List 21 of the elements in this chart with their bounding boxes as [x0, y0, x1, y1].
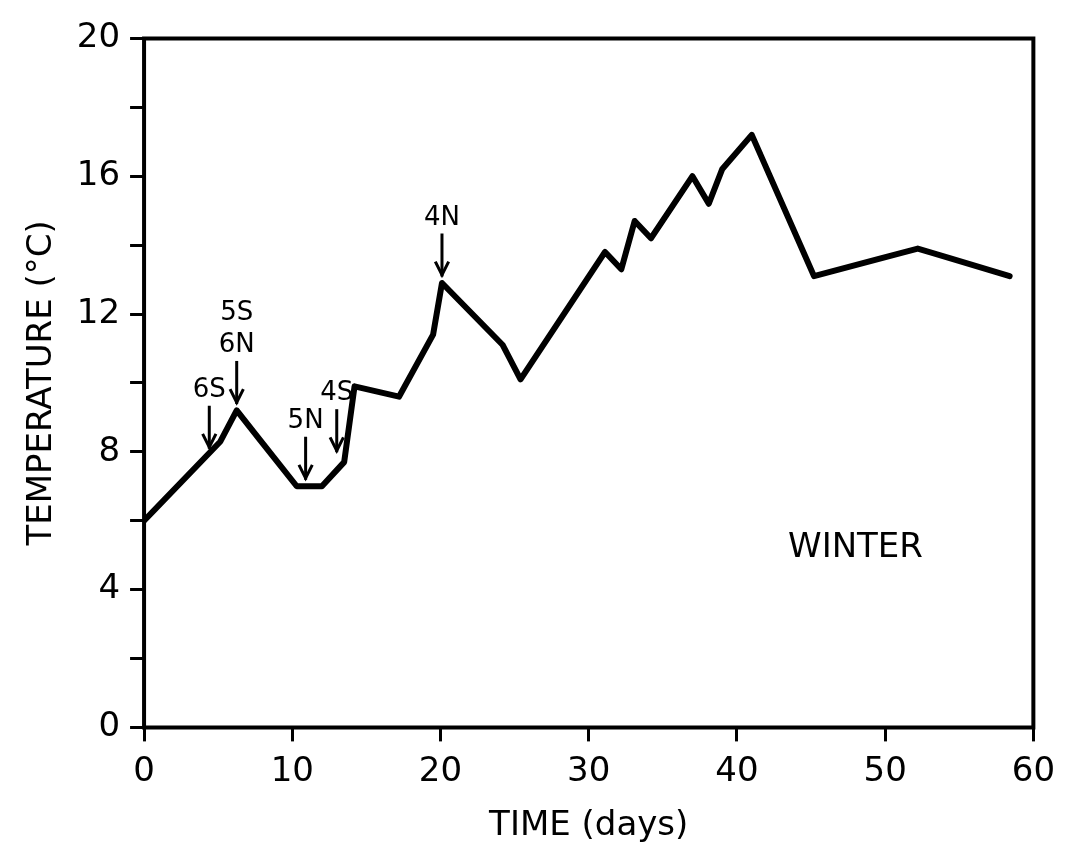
x-tick-label: 60	[1011, 748, 1055, 789]
x-tick-label: 0	[133, 748, 155, 789]
y-tick-label: 8	[98, 428, 121, 469]
annotation: 4S	[320, 376, 354, 407]
x-tick-label: 40	[715, 748, 759, 789]
annotation: 6S	[192, 372, 226, 403]
y-tick-label: 20	[76, 15, 121, 56]
x-tick-label: 50	[863, 748, 907, 789]
y-tick-label: 16	[76, 153, 121, 194]
x-tick-label: 30	[567, 748, 611, 789]
y-tick-label: 4	[98, 566, 121, 607]
x-axis-title: TIME (days)	[488, 803, 689, 844]
y-tick-label: 12	[76, 290, 121, 331]
annotation: WINTER	[788, 525, 923, 566]
annotation: 5N	[287, 404, 324, 434]
annotation: 5S 6N	[218, 296, 255, 359]
y-tick-label: 0	[98, 704, 121, 745]
annotation: 4N	[423, 200, 460, 231]
x-tick-label: 20	[418, 748, 463, 789]
x-tick-label: 10	[270, 748, 314, 789]
y-axis-title: TEMPERATURE (°C)	[19, 220, 60, 547]
